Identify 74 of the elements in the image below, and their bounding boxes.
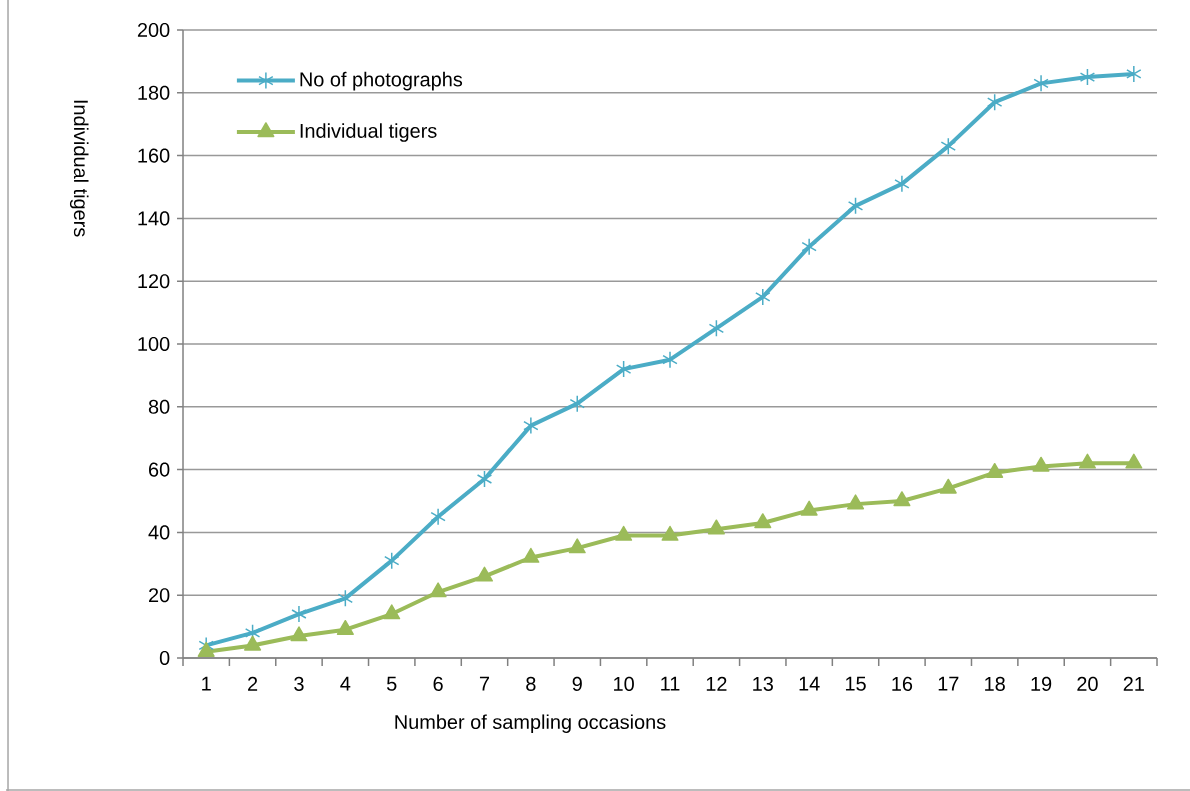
point xyxy=(707,519,725,535)
point xyxy=(755,288,771,306)
y-tick-label: 160 xyxy=(138,148,170,163)
point xyxy=(523,416,539,435)
point xyxy=(383,604,401,620)
y-tick-label: 180 xyxy=(138,85,170,100)
x-tick-label: 16 xyxy=(892,676,913,691)
x-tick-label: 21 xyxy=(1123,676,1144,691)
point xyxy=(384,551,400,570)
y-tick-label: 20 xyxy=(149,588,170,603)
point xyxy=(475,566,494,582)
point xyxy=(847,197,864,215)
y-tick-label: 80 xyxy=(148,399,170,414)
point xyxy=(476,470,493,488)
y-tick-label: 100 xyxy=(138,336,170,352)
y-tick-label: 140 xyxy=(138,211,170,226)
y-axis-title: Individual tigers xyxy=(69,100,89,237)
point xyxy=(430,507,446,526)
x-tick-label: 7 xyxy=(479,676,490,691)
x-tick-label: 9 xyxy=(572,676,582,691)
x-tick-label: 2 xyxy=(248,676,258,691)
y-tick-label: 60 xyxy=(149,462,170,477)
x-tick-label: 10 xyxy=(614,676,634,691)
point xyxy=(244,635,262,651)
point xyxy=(1032,456,1050,472)
point xyxy=(754,513,772,529)
legend-label: Individual tigers xyxy=(300,123,437,142)
point xyxy=(568,538,586,554)
x-tick-label: 14 xyxy=(799,676,820,691)
point xyxy=(662,350,678,369)
x-tick-label: 19 xyxy=(1031,676,1052,691)
point xyxy=(801,237,817,256)
point xyxy=(1126,65,1142,83)
legend-label: No of photographs xyxy=(300,71,463,91)
x-tick-label: 17 xyxy=(938,676,959,691)
point xyxy=(569,394,585,413)
y-tick-label: 200 xyxy=(137,22,170,38)
x-tick-label: 6 xyxy=(433,676,443,691)
x-tick-label: 13 xyxy=(753,676,773,691)
x-tick-label: 20 xyxy=(1077,676,1098,691)
y-tick-label: 0 xyxy=(159,650,170,666)
point xyxy=(661,525,679,541)
point xyxy=(1079,68,1096,86)
point xyxy=(940,137,956,155)
x-tick-label: 18 xyxy=(985,676,1005,691)
point xyxy=(522,547,540,563)
point xyxy=(708,319,725,338)
point xyxy=(800,500,818,516)
point xyxy=(615,360,632,378)
y-tick-label: 40 xyxy=(148,525,170,540)
point xyxy=(1078,453,1096,469)
x-tick-label: 11 xyxy=(661,676,680,691)
point xyxy=(894,175,910,193)
point xyxy=(893,491,911,507)
x-tick-label: 15 xyxy=(845,676,866,691)
point xyxy=(290,626,308,642)
point xyxy=(987,93,1003,111)
x-tick-label: 8 xyxy=(526,676,536,691)
point xyxy=(429,582,447,598)
point xyxy=(615,525,633,541)
x-tick-label: 1 xyxy=(202,676,211,691)
point xyxy=(336,619,354,635)
y-tick-label: 120 xyxy=(138,274,170,289)
point xyxy=(1125,453,1143,469)
point xyxy=(846,494,865,510)
point xyxy=(197,641,215,657)
point xyxy=(986,462,1004,478)
x-tick-label: 3 xyxy=(294,676,304,691)
x-tick-label: 4 xyxy=(340,676,351,691)
point xyxy=(1033,74,1049,93)
x-tick-label: 12 xyxy=(706,676,727,691)
x-tick-label: 5 xyxy=(386,676,397,691)
point xyxy=(939,478,957,494)
x-axis-title: Number of sampling occasions xyxy=(395,714,666,733)
